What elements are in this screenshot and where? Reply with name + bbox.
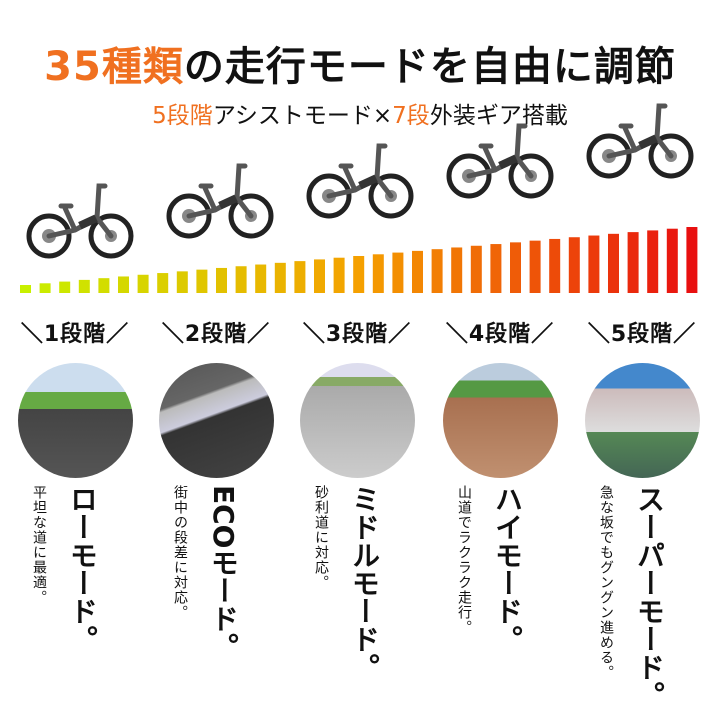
- gear-bar: [666, 228, 678, 293]
- bike-icon: [306, 143, 414, 219]
- gravel-road-image: [300, 363, 415, 478]
- gear-bar: [216, 267, 227, 293]
- subtitle-part4: 外装ギア搭載: [429, 103, 568, 129]
- bike-icon: [166, 163, 274, 239]
- mode-name: ローモード。: [66, 485, 99, 653]
- gear-bar: [412, 250, 423, 293]
- bike-icon: [446, 123, 554, 199]
- gear-bar: [647, 230, 659, 293]
- gear-bar: [627, 232, 639, 293]
- mode-column: ＼5段階／ スーパーモード。 急な坂でもグングン進める。: [572, 320, 712, 720]
- gear-bar: [686, 227, 698, 293]
- gear-bar: [588, 235, 600, 293]
- gear-bar: [510, 242, 521, 293]
- gear-bar: [470, 245, 482, 293]
- mode-description: 砂利道に対応。: [313, 485, 329, 590]
- bike-icon: [586, 103, 694, 179]
- mode-column: ＼1段階／ ローモード。 平坦な道に最適。: [5, 320, 145, 720]
- gear-bar: [274, 262, 286, 293]
- mode-description: 急な坂でもグングン進める。: [598, 485, 614, 680]
- mode-level: ＼5段階／: [587, 322, 697, 347]
- steep-slope-image: [585, 363, 700, 478]
- gear-bar: [176, 271, 188, 293]
- mode-level: ＼1段階／: [20, 322, 130, 347]
- gear-bar: [392, 252, 404, 293]
- mode-column: ＼4段階／ ハイモード。 山道でラクラク走行。: [430, 320, 570, 720]
- mode-description: 山道でラクラク走行。: [456, 485, 472, 635]
- gear-bar: [353, 256, 365, 293]
- gear-bar: [59, 281, 71, 293]
- mode-description: 平坦な道に最適。: [31, 485, 47, 605]
- title-rest: の走行モードを自由に調節: [183, 44, 676, 90]
- page-title: 35種類の走行モードを自由に調節: [0, 34, 720, 92]
- dirt-trail-image: [443, 363, 558, 478]
- gear-bar: [98, 278, 110, 293]
- mode-column: ＼3段階／ ミドルモード。 砂利道に対応。: [287, 320, 427, 720]
- gear-bar: [372, 254, 384, 293]
- mode-level: ＼3段階／: [302, 322, 412, 347]
- mode-column: ＼2段階／ ECOモード。 街中の段差に対応。: [146, 320, 286, 720]
- bike-icon: [26, 183, 134, 259]
- subtitle-part3: 7段: [392, 103, 430, 129]
- curb-image: [159, 363, 274, 478]
- gear-bar: [157, 273, 169, 293]
- gear-bar: [490, 244, 502, 293]
- mode-name: ECOモード。: [207, 485, 240, 661]
- subtitle: 5段階アシストモード×7段外装ギア搭載: [0, 96, 720, 130]
- mode-name: スーパーモード。: [633, 485, 666, 709]
- gear-bar: [431, 249, 443, 293]
- subtitle-part1: 5段階: [152, 103, 213, 129]
- paved-road-image: [18, 363, 133, 478]
- gear-bar: [451, 247, 463, 293]
- mode-level: ＼2段階／: [161, 322, 271, 347]
- title-highlight: 35種類: [44, 44, 184, 90]
- gear-bar: [294, 261, 306, 293]
- gear-bar: [568, 237, 580, 293]
- gear-bar: [20, 285, 31, 293]
- subtitle-part2: アシストモード×: [212, 103, 393, 129]
- gear-bar: [549, 238, 561, 293]
- gear-bar: [235, 266, 247, 293]
- gear-bar: [333, 257, 345, 293]
- gear-bar: [314, 259, 325, 293]
- gear-bar: [137, 274, 149, 293]
- gear-bar: [255, 264, 267, 293]
- gear-bar: [39, 283, 51, 293]
- gear-level-bars: [20, 227, 698, 293]
- mode-name: ミドルモード。: [348, 485, 381, 681]
- gear-bar: [78, 279, 90, 293]
- mode-description: 街中の段差に対応。: [172, 485, 188, 620]
- gear-bar: [529, 240, 541, 293]
- mode-level: ＼4段階／: [445, 322, 555, 347]
- gear-bar: [118, 276, 129, 293]
- gear-bar: [608, 233, 619, 293]
- mode-name: ハイモード。: [491, 485, 524, 653]
- gear-bar: [196, 269, 208, 293]
